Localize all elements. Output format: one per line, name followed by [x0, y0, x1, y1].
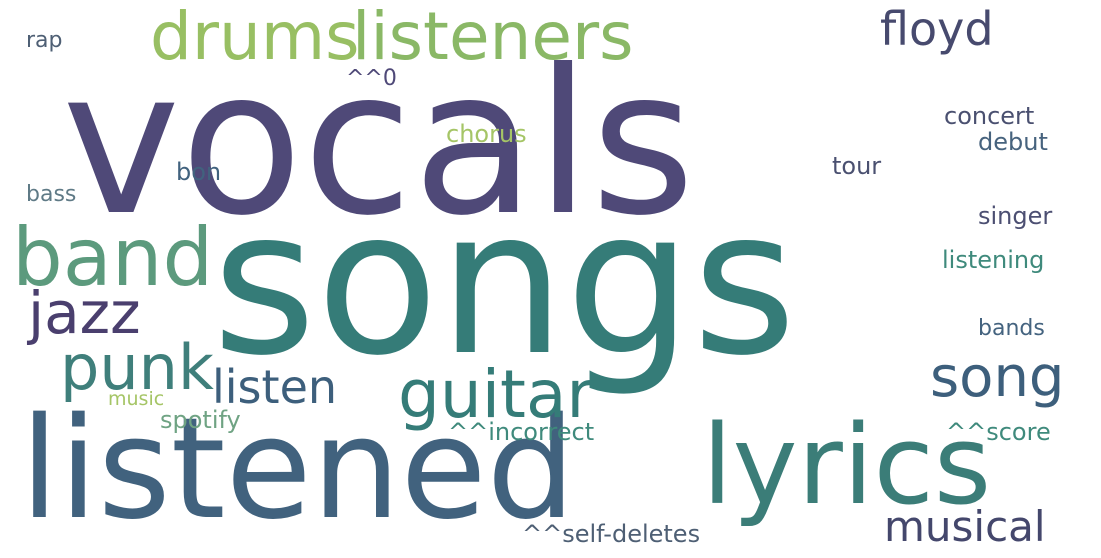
word-caret-0: ^^0	[346, 66, 397, 91]
word-musical: musical	[884, 502, 1046, 551]
word-bass: bass	[26, 182, 77, 207]
word-band: band	[12, 211, 214, 304]
word-spotify: spotify	[160, 406, 241, 434]
word-jazz: jazz	[28, 279, 141, 347]
word-punk: punk	[60, 331, 214, 404]
word-drums: drums	[150, 0, 360, 75]
word-listeners: listeners	[352, 0, 634, 75]
word-music: music	[108, 388, 165, 410]
word-lyrics: lyrics	[702, 401, 992, 529]
word-singer: singer	[978, 202, 1053, 230]
word-song: song	[930, 345, 1065, 410]
word-vocals: vocals	[62, 27, 696, 260]
word-debut: debut	[978, 128, 1048, 156]
word-score: ^^score	[946, 418, 1051, 446]
word-bon: bon	[176, 158, 222, 186]
word-songs: songs	[212, 167, 797, 400]
word-self-deletes: ^^self-deletes	[522, 520, 701, 548]
word-concert: concert	[944, 102, 1035, 130]
word-rap: rap	[26, 28, 63, 53]
word-listening: listening	[942, 246, 1045, 274]
word-tour: tour	[832, 152, 882, 180]
word-bands: bands	[978, 316, 1045, 341]
word-listened: listened	[20, 388, 576, 551]
word-guitar: guitar	[398, 356, 594, 433]
word-listen: listen	[212, 360, 338, 414]
word-chorus: chorus	[446, 120, 527, 148]
word-incorrect: ^^incorrect	[448, 418, 595, 446]
word-floyd: floyd	[880, 2, 994, 56]
